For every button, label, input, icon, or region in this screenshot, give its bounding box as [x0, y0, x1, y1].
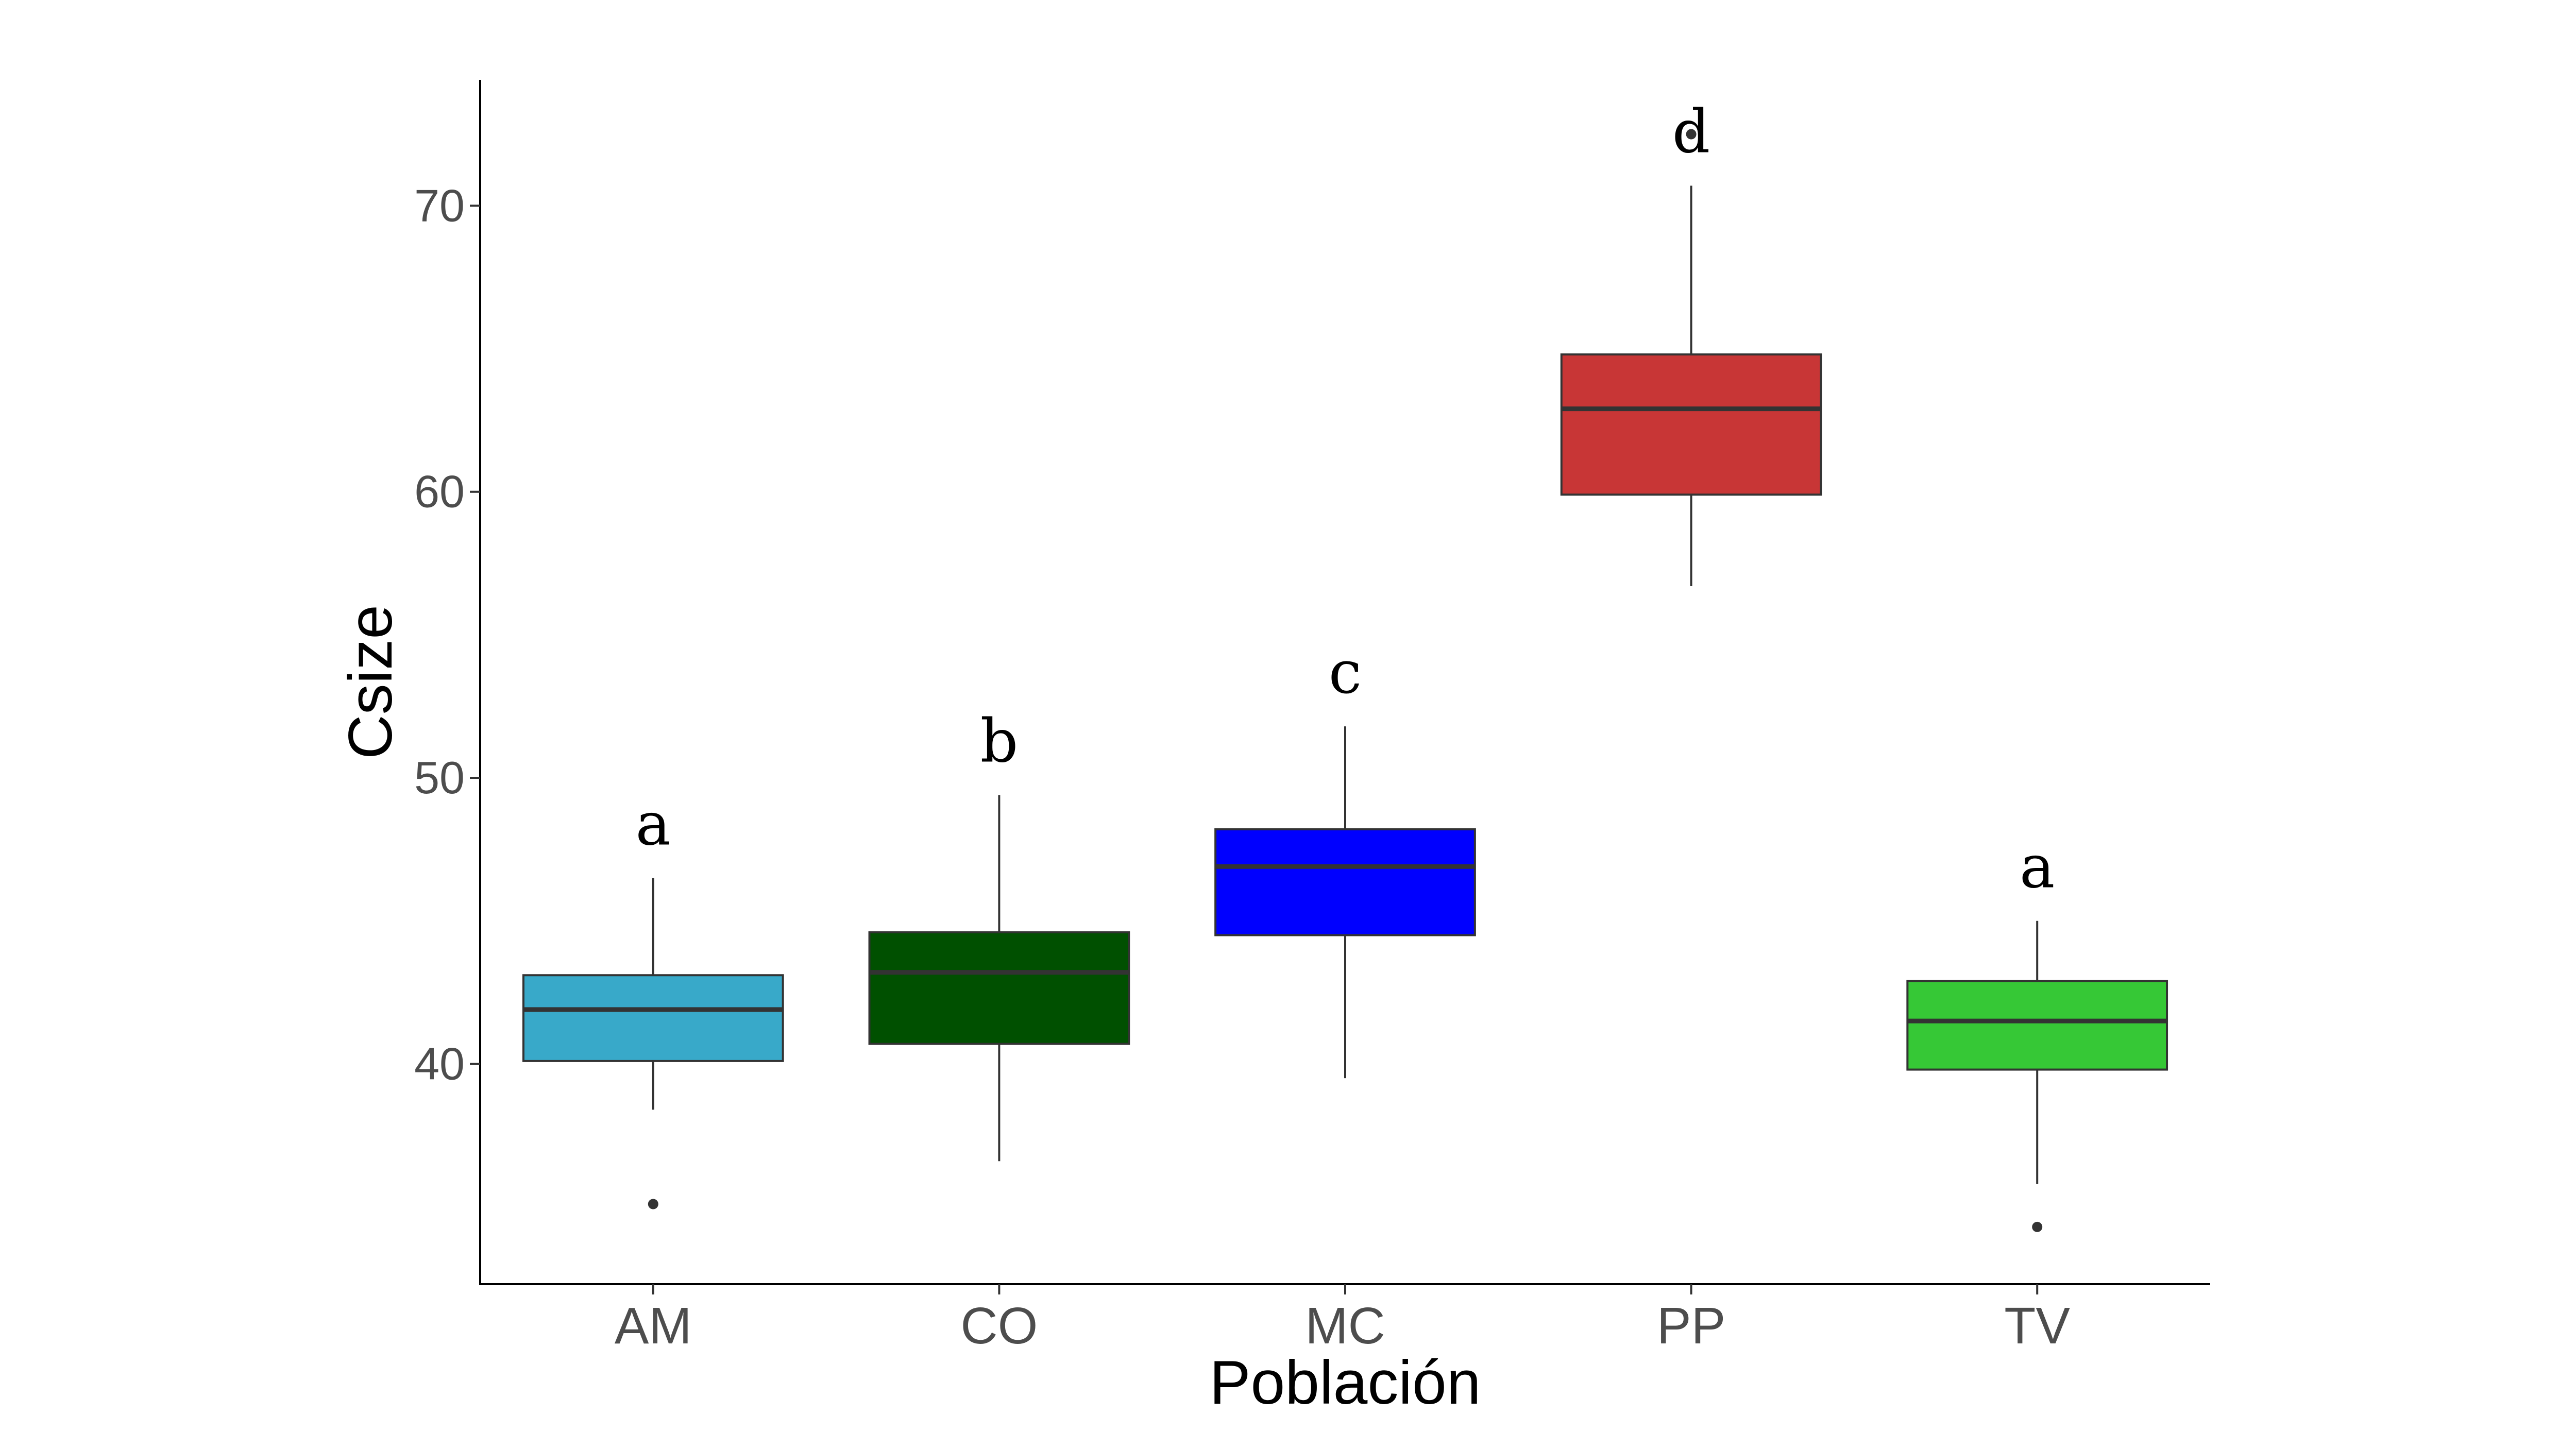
outlier-point — [648, 1199, 658, 1209]
x-axis-title: Población — [1209, 1348, 1481, 1417]
y-axis-title: Csize — [336, 605, 405, 759]
box-iqr — [1214, 828, 1476, 936]
y-tick-label: 70 — [414, 180, 465, 231]
outlier-point — [2032, 1221, 2043, 1232]
box-iqr — [868, 931, 1130, 1045]
box-mc: c — [1214, 638, 1476, 1079]
group-letter: b — [980, 707, 1019, 776]
box-tv: a — [1906, 833, 2168, 1232]
box-iqr — [1906, 980, 2168, 1071]
box-pp: d — [1560, 97, 1822, 586]
group-letter: d — [1672, 97, 1710, 166]
y-tick-label: 40 — [414, 1038, 465, 1089]
group-letter: c — [1329, 638, 1362, 707]
group-letter: a — [2020, 833, 2055, 902]
box-co: b — [868, 707, 1130, 1162]
x-tick-label: PP — [1657, 1297, 1725, 1355]
x-axis-ticks: AM CO MC PP TV — [615, 1284, 2070, 1355]
x-tick-label: TV — [2004, 1297, 2070, 1355]
y-tick-label: 50 — [414, 752, 465, 803]
outlier-point — [1686, 129, 1697, 140]
x-tick-label: CO — [960, 1297, 1038, 1355]
plot-area: a b c d a — [522, 97, 2168, 1232]
box-iqr — [522, 974, 784, 1062]
box-iqr — [1560, 353, 1822, 496]
y-axis-ticks: 40 50 60 70 — [414, 180, 480, 1089]
y-tick-label: 60 — [414, 466, 465, 517]
x-tick-label: MC — [1305, 1297, 1385, 1355]
x-tick-label: AM — [615, 1297, 692, 1355]
box-am: a — [522, 790, 784, 1209]
group-letter: a — [636, 790, 671, 859]
